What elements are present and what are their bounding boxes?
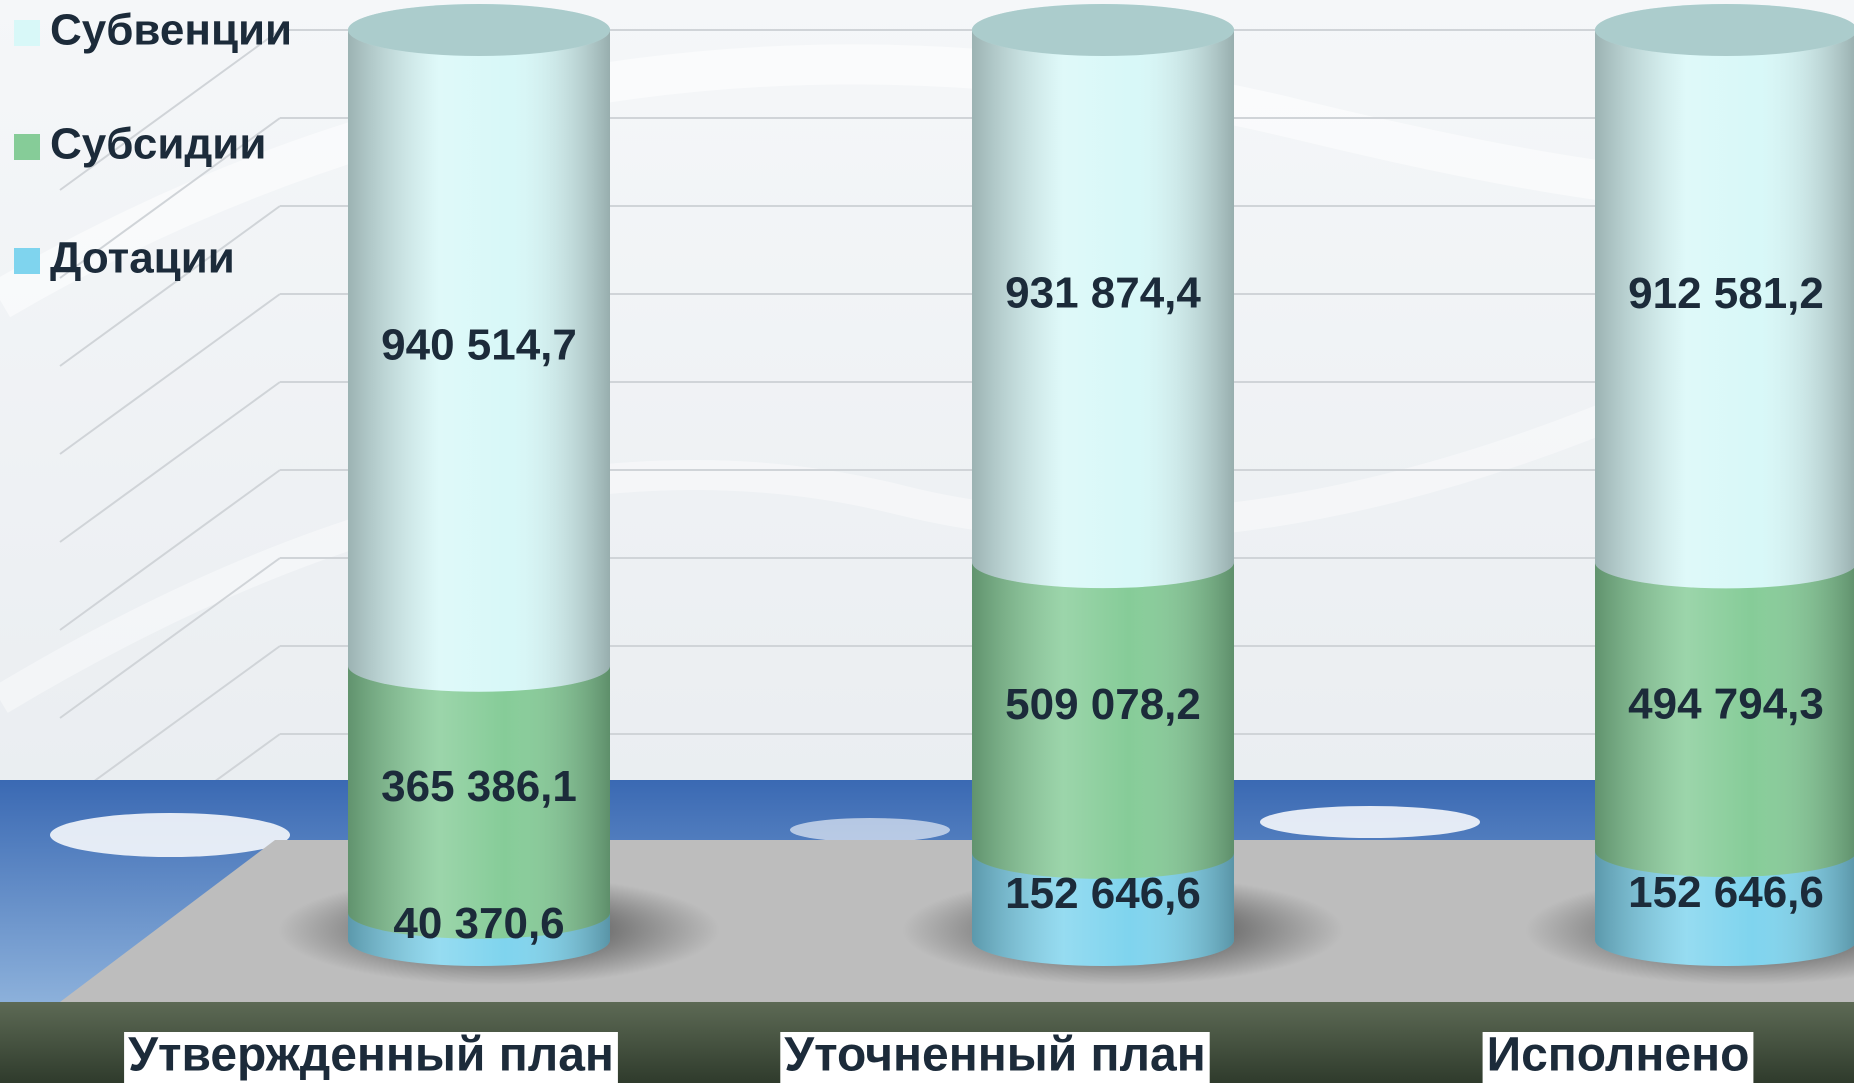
cylinder-top-shade <box>348 4 610 56</box>
value-label: 40 370,6 <box>393 899 564 948</box>
cloud <box>790 818 950 842</box>
category-label: Уточненный план <box>784 1029 1205 1082</box>
legend-swatch <box>14 248 40 274</box>
legend-label: Дотации <box>50 234 235 283</box>
value-label: 940 514,7 <box>381 320 577 369</box>
value-label: 509 078,2 <box>1005 680 1201 729</box>
category-label: Утвержденный план <box>128 1029 614 1082</box>
legend-swatch <box>14 20 40 46</box>
value-label: 365 386,1 <box>381 762 577 811</box>
cloud <box>50 813 290 857</box>
value-label: 152 646,6 <box>1005 869 1201 918</box>
cylinder-top-shade <box>1595 4 1854 56</box>
value-label: 912 581,2 <box>1628 269 1824 318</box>
value-label: 152 646,6 <box>1628 868 1824 917</box>
legend-swatch <box>14 134 40 160</box>
category-label: Исполнено <box>1487 1029 1750 1082</box>
cylinder-top-shade <box>972 4 1234 56</box>
chart: 40 370,6 365 386,1 940 514,7 Утвержденный п… <box>0 0 1854 1083</box>
legend-label: Субвенции <box>50 6 292 55</box>
cloud <box>1260 806 1480 838</box>
legend-label: Субсидии <box>50 120 266 169</box>
value-label: 931 874,4 <box>1005 269 1201 318</box>
value-label: 494 794,3 <box>1628 679 1824 728</box>
